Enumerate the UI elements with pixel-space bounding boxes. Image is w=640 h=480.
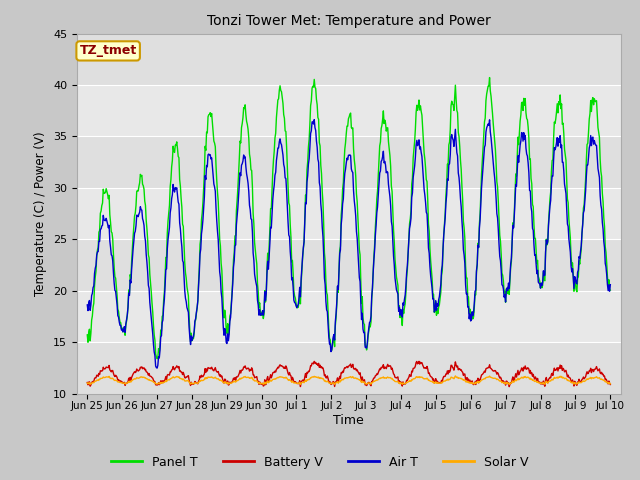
Air T <box>147 307 154 313</box>
Panel T <box>607 287 614 293</box>
Solar V <box>83 380 91 386</box>
Panel T <box>200 170 208 176</box>
Air T <box>429 296 436 302</box>
Solar V <box>412 374 420 380</box>
Air T <box>93 252 100 258</box>
Legend: Panel T, Battery V, Air T, Solar V: Panel T, Battery V, Air T, Solar V <box>106 451 534 474</box>
Panel T <box>428 276 436 282</box>
Battery V <box>412 360 420 365</box>
Solar V <box>200 377 207 383</box>
Bar <box>77 34 621 85</box>
Title: Tonzi Tower Met: Temperature and Power: Tonzi Tower Met: Temperature and Power <box>207 14 491 28</box>
Line: Battery V: Battery V <box>87 361 611 387</box>
Air T <box>83 302 91 308</box>
Air T <box>200 194 208 200</box>
Y-axis label: Temperature (C) / Power (V): Temperature (C) / Power (V) <box>35 132 47 296</box>
Air T <box>228 294 236 300</box>
Battery V <box>147 373 154 379</box>
Text: TZ_tmet: TZ_tmet <box>79 44 137 58</box>
Panel T <box>486 75 493 81</box>
Panel T <box>93 253 100 259</box>
Solar V <box>428 379 435 384</box>
Solar V <box>607 381 614 386</box>
Panel T <box>413 102 420 108</box>
Battery V <box>200 372 207 378</box>
Panel T <box>147 280 154 286</box>
Battery V <box>93 372 100 378</box>
Air T <box>153 365 161 371</box>
Solar V <box>93 377 100 383</box>
Solar V <box>452 373 460 379</box>
Air T <box>413 143 421 148</box>
Battery V <box>415 359 423 364</box>
Bar <box>77 136 621 188</box>
Solar V <box>506 382 513 387</box>
Line: Solar V: Solar V <box>87 376 611 384</box>
Air T <box>310 117 318 122</box>
Solar V <box>227 380 235 386</box>
Air T <box>607 282 614 288</box>
Battery V <box>506 384 513 390</box>
Battery V <box>607 382 614 387</box>
Battery V <box>428 374 436 380</box>
Panel T <box>228 290 236 296</box>
Solar V <box>147 378 154 384</box>
Panel T <box>83 332 91 338</box>
Line: Air T: Air T <box>87 120 611 368</box>
Battery V <box>83 380 91 385</box>
Bar <box>77 240 621 291</box>
Line: Panel T: Panel T <box>87 78 611 359</box>
Panel T <box>153 356 161 361</box>
Battery V <box>227 380 235 385</box>
X-axis label: Time: Time <box>333 414 364 427</box>
Bar <box>77 342 621 394</box>
